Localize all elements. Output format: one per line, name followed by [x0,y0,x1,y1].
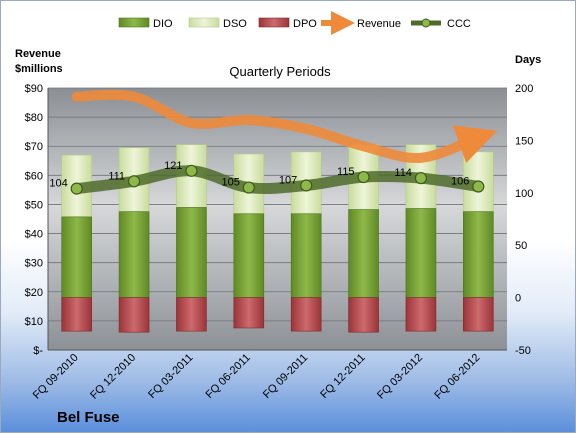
legend-swatch-ccc-dot [421,18,431,28]
left-axis-label-2: $millions [15,63,63,75]
legend-swatch-dso [188,17,220,28]
x-tick-label: FQ 03-2011 [146,352,195,401]
ccc-data-label: 115 [337,166,355,178]
right-tick-label: 150 [515,135,533,147]
chart-title: Quarterly Periods [229,64,331,79]
legend: DIO DSO DPO Revenue CCC [118,11,471,35]
left-tick-label: $10 [25,316,43,328]
x-tick-label: FQ 12-2010 [88,352,138,402]
lines-group: 104 111 121 105 107 115 114 106 [49,89,498,195]
ccc-point [185,164,198,177]
legend-label-dio: DIO [153,18,173,30]
ccc-data-label: 114 [394,167,412,179]
dio-bar [233,213,265,298]
left-tick-label: $50 [25,199,43,211]
dpo-bar [176,297,207,332]
dio-bar [463,211,494,298]
x-tick-label: FQ 09-2010 [31,352,81,402]
right-tick-label: 200 [515,83,533,95]
dio-bar [61,216,92,298]
x-tick-label: FQ 09-2011 [261,352,310,401]
x-tick-label: FQ 12-2011 [318,352,367,401]
dio-bar [348,209,379,298]
ccc-data-label: 107 [279,174,297,186]
left-tick-label: $- [33,345,43,357]
ccc-point [472,180,485,193]
left-tick-label: $30 [25,258,43,270]
ccc-point [242,181,255,194]
x-tick-label: FQ 03-2012 [375,352,425,402]
dpo-bar [61,297,92,332]
right-tick-label: 0 [515,293,521,305]
legend-label-dso: DSO [223,18,247,30]
right-tick-label: 50 [515,240,527,252]
ccc-data-label: 121 [164,160,182,172]
right-tick-label: 100 [515,188,533,200]
right-axis-label: Days [515,54,541,66]
dpo-bar [348,297,379,333]
left-axis-label-1: Revenue [15,48,61,60]
dpo-bar [290,297,322,332]
legend-label-dpo: DPO [293,18,317,30]
legend-label-ccc: CCC [447,18,471,30]
ccc-point [127,175,141,188]
dpo-bar [118,297,150,333]
dpo-bar [463,297,494,332]
left-tick-label: $90 [25,83,43,95]
ccc-point [300,179,313,192]
ccc-point [357,170,370,184]
ccc-data-label: 104 [49,178,67,190]
revenue-line [71,89,498,164]
dio-bar [405,208,437,298]
left-tick-label: $20 [25,287,43,299]
right-tick-label: -50 [515,345,531,357]
ccc-data-label: 106 [451,176,469,188]
dio-bar [118,211,150,298]
dio-bar [176,207,207,298]
ccc-data-label: 105 [221,177,239,189]
legend-label-revenue: Revenue [357,18,401,30]
legend-swatch-dpo [258,17,290,28]
bars-group [61,144,494,333]
ccc-point [70,182,83,195]
company-name: Bel Fuse [57,409,120,426]
legend-swatch-dio [118,17,150,28]
dpo-bar [405,297,437,332]
left-tick-label: $70 [25,141,43,153]
left-tick-label: $40 [25,229,43,241]
dpo-bar [233,297,265,329]
dio-bar [290,213,322,298]
x-tick-label: FQ 06-2012 [432,352,482,402]
left-tick-label: $60 [25,170,43,182]
left-tick-label: $80 [25,112,43,124]
ccc-point [414,172,428,185]
ccc-data-label: 111 [108,170,125,182]
x-tick-label: FQ 06-2011 [204,352,253,401]
